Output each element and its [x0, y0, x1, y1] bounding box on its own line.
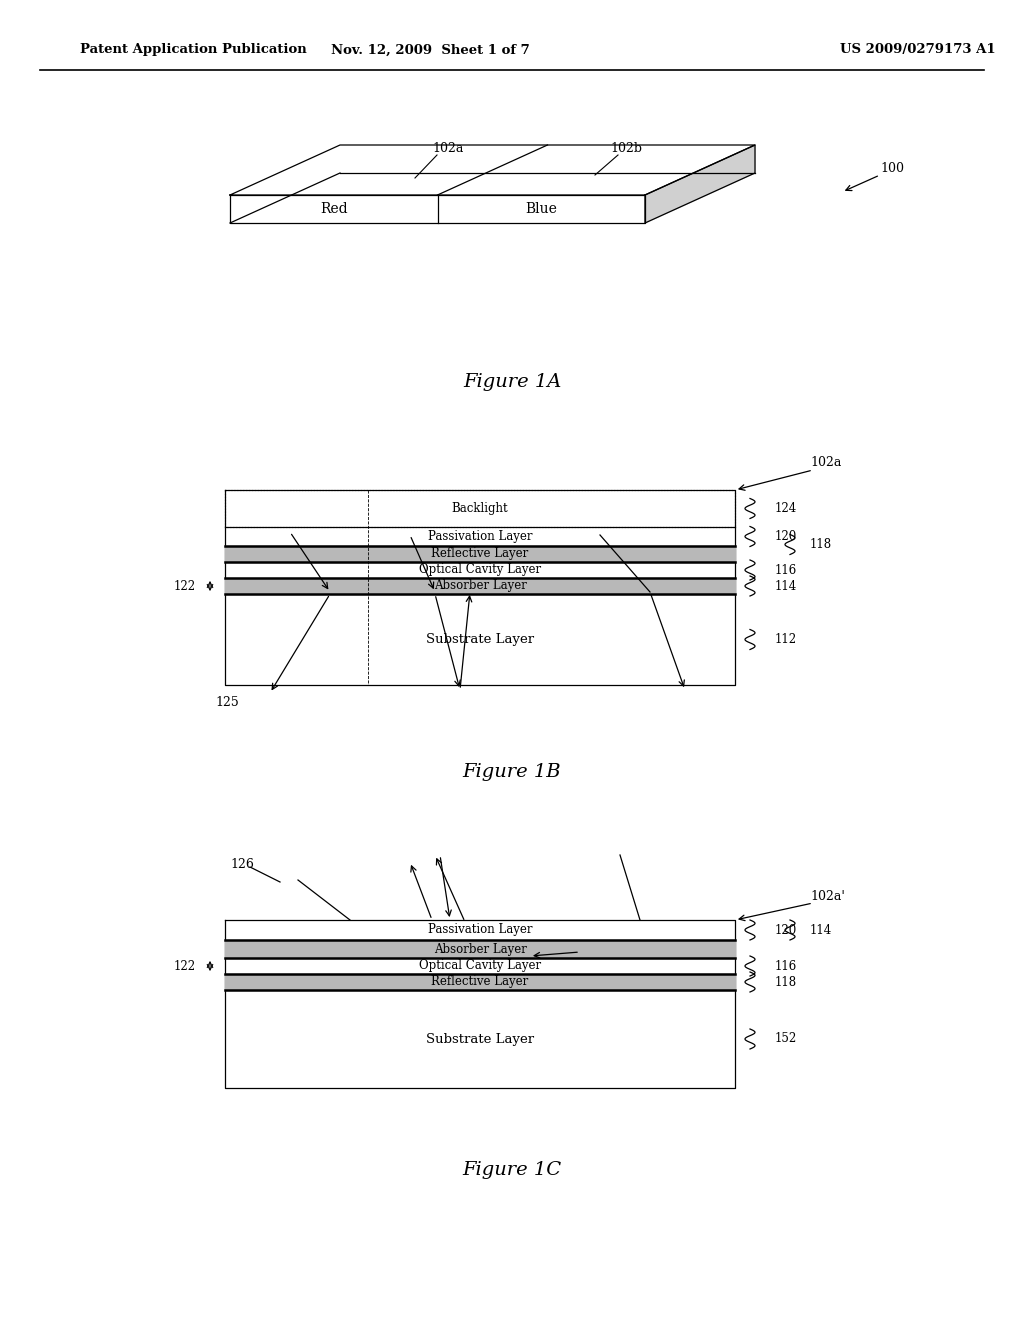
Text: 122: 122: [174, 579, 196, 593]
Text: 102a': 102a': [810, 890, 845, 903]
Text: Reflective Layer: Reflective Layer: [431, 975, 528, 989]
Text: 120: 120: [775, 531, 798, 543]
Text: Reflective Layer: Reflective Layer: [431, 548, 528, 561]
Text: Patent Application Publication: Patent Application Publication: [80, 44, 307, 57]
Text: 100: 100: [880, 161, 904, 174]
Text: 122: 122: [174, 960, 196, 973]
Text: 152: 152: [775, 1032, 798, 1045]
Text: 126: 126: [230, 858, 254, 871]
Polygon shape: [225, 578, 735, 594]
Text: Absorber Layer: Absorber Layer: [433, 579, 526, 593]
Text: US 2009/0279173 A1: US 2009/0279173 A1: [840, 44, 995, 57]
Polygon shape: [230, 145, 755, 195]
Text: 125: 125: [215, 697, 239, 710]
Text: Figure 1B: Figure 1B: [463, 763, 561, 781]
Polygon shape: [225, 546, 735, 562]
Polygon shape: [225, 490, 735, 685]
Text: 116: 116: [775, 960, 798, 973]
Text: 118: 118: [810, 539, 833, 550]
Polygon shape: [645, 145, 755, 223]
Text: Substrate Layer: Substrate Layer: [426, 1032, 535, 1045]
Text: Optical Cavity Layer: Optical Cavity Layer: [419, 564, 541, 577]
Text: 116: 116: [775, 564, 798, 577]
Polygon shape: [225, 920, 735, 1088]
Text: Passivation Layer: Passivation Layer: [428, 924, 532, 936]
Text: Blue: Blue: [525, 202, 557, 216]
Text: 120: 120: [775, 924, 798, 936]
Text: 118: 118: [775, 975, 797, 989]
Text: Passivation Layer: Passivation Layer: [428, 531, 532, 543]
Polygon shape: [225, 940, 735, 958]
Text: 102a: 102a: [810, 457, 842, 470]
Text: Figure 1C: Figure 1C: [463, 1162, 561, 1179]
Text: 114: 114: [775, 579, 798, 593]
Text: Substrate Layer: Substrate Layer: [426, 634, 535, 645]
Text: Absorber Layer: Absorber Layer: [433, 942, 526, 956]
Polygon shape: [230, 195, 645, 223]
Text: Figure 1A: Figure 1A: [463, 374, 561, 391]
Text: Red: Red: [319, 202, 347, 216]
Text: 124: 124: [775, 502, 798, 515]
Text: Backlight: Backlight: [452, 502, 508, 515]
Text: 114: 114: [810, 924, 833, 936]
Polygon shape: [225, 974, 735, 990]
Text: 112: 112: [775, 634, 797, 645]
Text: 102b: 102b: [610, 141, 642, 154]
Text: Optical Cavity Layer: Optical Cavity Layer: [419, 960, 541, 973]
Text: Nov. 12, 2009  Sheet 1 of 7: Nov. 12, 2009 Sheet 1 of 7: [331, 44, 529, 57]
Text: 102a: 102a: [432, 141, 464, 154]
